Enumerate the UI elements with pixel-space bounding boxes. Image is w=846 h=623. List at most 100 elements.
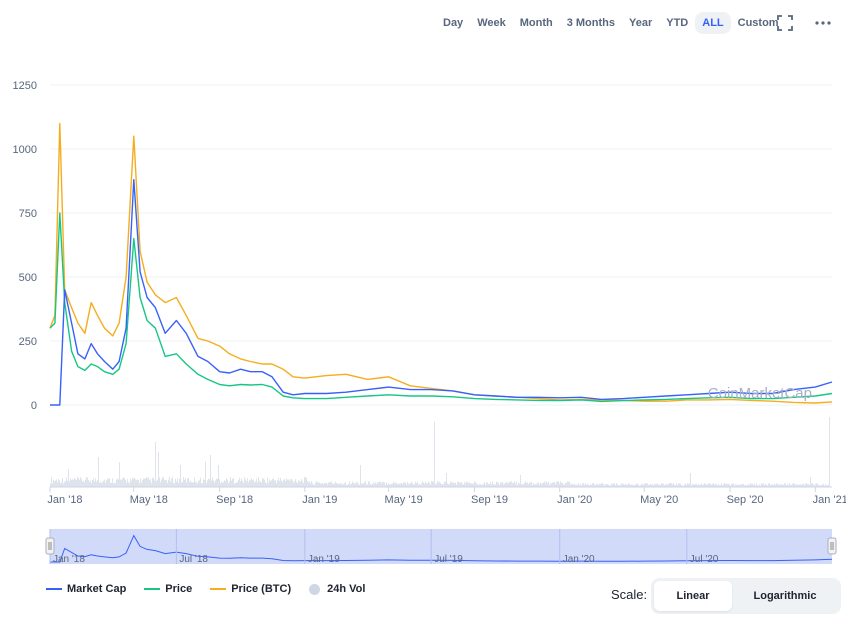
volume-bar <box>106 480 107 487</box>
volume-bar <box>590 484 591 487</box>
navigator-right-handle[interactable] <box>827 537 837 555</box>
volume-bar <box>355 483 356 487</box>
volume-bar <box>55 480 56 487</box>
volume-bar <box>337 483 338 487</box>
volume-bar <box>263 478 264 487</box>
fullscreen-icon[interactable] <box>776 14 794 32</box>
volume-bar <box>117 478 118 487</box>
range-year-button[interactable]: Year <box>629 17 653 29</box>
volume-bar <box>542 482 543 487</box>
volume-bar <box>409 483 410 487</box>
volume-bar <box>519 483 520 487</box>
volume-bar <box>695 483 696 487</box>
volume-bar <box>744 485 745 487</box>
volume-bar <box>636 483 637 487</box>
volume-bar <box>697 484 698 487</box>
volume-bar <box>230 477 231 487</box>
volume-bar <box>251 478 252 487</box>
volume-bar <box>68 469 69 487</box>
scale-linear-button[interactable]: Linear <box>654 581 732 611</box>
volume-bar <box>793 483 794 487</box>
volume-bar <box>107 478 108 487</box>
range-month-button[interactable]: Month <box>519 17 553 29</box>
volume-bar <box>381 483 382 487</box>
volume-bar <box>745 484 746 487</box>
volume-bar <box>649 484 650 487</box>
volume-bar <box>350 484 351 487</box>
range-all-button[interactable]: ALL <box>695 12 731 34</box>
volume-bar <box>753 484 754 487</box>
volume-bar <box>679 483 680 487</box>
volume-bar <box>382 481 383 487</box>
volume-bar <box>463 484 464 487</box>
volume-bar <box>351 483 352 487</box>
volume-bar <box>246 481 247 487</box>
volume-bar <box>104 479 105 487</box>
x-tick-label: May '19 <box>385 494 423 506</box>
volume-bar <box>477 484 478 487</box>
range-3-months-button[interactable]: 3 Months <box>566 17 615 29</box>
navigator-left-handle[interactable] <box>45 537 55 555</box>
volume-bar <box>554 482 555 487</box>
x-tick-label: Jan '19 <box>302 494 337 506</box>
range-navigator[interactable]: Jan '18 Jul '18 Jan '19 Jul '19 Jan '20 Jul '… <box>45 529 837 565</box>
volume-bar <box>532 484 533 487</box>
volume-bar <box>220 483 221 487</box>
legend-price-btc[interactable]: Price (BTC) <box>210 583 291 595</box>
volume-bar <box>471 483 472 487</box>
volume-bar <box>465 483 466 487</box>
volume-bar <box>550 483 551 487</box>
legend-market-cap[interactable]: Market Cap <box>46 583 126 595</box>
legend-24h-vol[interactable]: 24h Vol <box>309 583 365 595</box>
volume-bar <box>395 482 396 487</box>
volume-bar <box>155 442 156 487</box>
volume-bar <box>541 484 542 487</box>
volume-bar <box>653 485 654 487</box>
volume-bar <box>215 480 216 487</box>
volume-bar <box>76 480 77 487</box>
volume-bar <box>248 482 249 487</box>
volume-bar <box>476 483 477 487</box>
volume-bar <box>100 481 101 487</box>
volume-bar <box>139 483 140 487</box>
volume-bar <box>92 479 93 487</box>
volume-bar <box>389 484 390 487</box>
volume-bar <box>790 485 791 487</box>
volume-bar <box>190 480 191 487</box>
volume-bar <box>126 482 127 487</box>
volume-bar <box>387 484 388 487</box>
volume-bar <box>735 484 736 487</box>
volume-bar <box>677 485 678 487</box>
volume-bar <box>791 484 792 487</box>
range-week-button[interactable]: Week <box>477 17 506 29</box>
volume-bar <box>607 484 608 487</box>
volume-bar <box>88 480 89 487</box>
volume-bar <box>150 478 151 487</box>
volume-bar <box>314 484 315 487</box>
volume-bar <box>777 484 778 487</box>
volume-bar <box>121 480 122 487</box>
volume-bar <box>698 484 699 487</box>
volume-bar <box>489 483 490 487</box>
volume-bar <box>580 483 581 487</box>
volume-bar <box>563 484 564 487</box>
volume-bar <box>435 484 436 487</box>
volume-bar <box>514 481 515 487</box>
volume-bar <box>222 482 223 487</box>
range-ytd-button[interactable]: YTD <box>666 17 689 29</box>
volume-bar <box>128 482 129 487</box>
more-options-icon[interactable] <box>814 14 832 32</box>
scale-logarithmic-button[interactable]: Logarithmic <box>753 590 817 602</box>
volume-bar <box>821 484 822 487</box>
legend-price[interactable]: Price <box>144 583 192 595</box>
range-day-button[interactable]: Day <box>443 17 464 29</box>
volume-bar <box>433 482 434 487</box>
volume-bar <box>113 483 114 487</box>
volume-bar <box>658 484 659 487</box>
range-custom-button[interactable]: Custom <box>737 17 779 29</box>
volume-bar <box>239 477 240 487</box>
volume-bar <box>133 478 134 487</box>
volume-bar <box>773 485 774 487</box>
volume-bar <box>374 483 375 487</box>
price-chart[interactable]: 0 250 500 750 1000 1250 CoinMarketCap Jan '18… <box>0 0 846 575</box>
